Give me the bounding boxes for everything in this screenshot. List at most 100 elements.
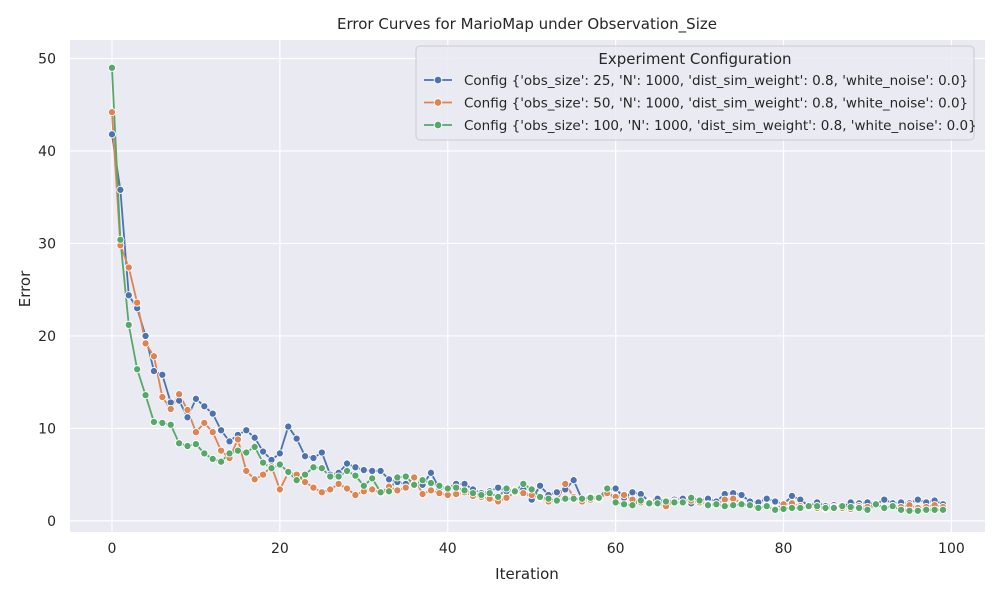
data-point — [342, 459, 352, 468]
data-point — [376, 488, 385, 497]
data-point — [712, 500, 721, 509]
data-point — [217, 426, 226, 435]
data-point — [342, 466, 352, 476]
data-point — [913, 506, 922, 515]
data-point — [351, 471, 360, 480]
data-point — [300, 470, 310, 479]
data-point — [880, 503, 889, 513]
series-markers-2 — [107, 63, 948, 515]
x-tick-labels: 0 20 40 60 80 100 — [108, 541, 965, 557]
x-axis-label: Iteration — [495, 565, 559, 583]
series-line-2 — [111, 67, 944, 512]
data-point — [544, 494, 553, 503]
data-point — [410, 480, 419, 489]
y-tick-label: 40 — [38, 144, 56, 160]
data-point — [334, 472, 343, 481]
data-point — [536, 492, 545, 501]
data-point — [242, 426, 251, 435]
data-point — [435, 489, 444, 498]
data-point — [418, 490, 427, 499]
data-point — [888, 502, 897, 511]
series-lines — [111, 67, 944, 512]
data-point — [191, 428, 200, 437]
data-point — [309, 463, 318, 472]
data-point — [552, 496, 561, 505]
data-point — [930, 505, 939, 514]
data-point — [225, 449, 234, 458]
data-point — [376, 466, 385, 476]
data-point — [200, 418, 209, 427]
legend: Experiment Configuration Config {'obs_si… — [415, 45, 977, 141]
data-point — [233, 446, 242, 455]
legend-swatch-marker — [433, 120, 443, 130]
data-point — [653, 499, 662, 508]
data-point — [611, 484, 620, 493]
data-point — [166, 420, 175, 429]
data-point — [452, 483, 461, 492]
data-point — [250, 442, 259, 451]
legend-entry-2: Config {'obs_size': 100, 'N': 1000, 'dis… — [424, 118, 977, 134]
data-point — [166, 404, 175, 414]
data-point — [183, 441, 192, 451]
data-point — [300, 452, 310, 461]
data-point — [863, 505, 872, 514]
data-point — [468, 489, 477, 498]
data-point — [149, 417, 158, 427]
data-point — [477, 490, 486, 500]
data-point — [821, 503, 830, 513]
data-point — [275, 485, 284, 494]
data-point — [905, 506, 914, 515]
data-point — [494, 492, 503, 501]
data-point — [259, 470, 268, 479]
data-point — [368, 466, 377, 476]
legend-swatch-marker — [433, 98, 443, 107]
data-point — [124, 291, 133, 300]
data-point — [217, 457, 226, 466]
y-tick-label: 10 — [38, 421, 56, 437]
data-point — [745, 501, 755, 510]
y-tick-labels: 0 10 20 30 40 50 — [38, 51, 56, 529]
data-point — [208, 454, 217, 463]
data-point — [779, 504, 788, 513]
data-point — [250, 475, 259, 484]
data-point — [384, 475, 394, 484]
data-point — [208, 428, 217, 437]
data-point — [259, 447, 268, 456]
series-markers — [107, 63, 948, 515]
data-point — [720, 502, 729, 511]
data-point — [536, 481, 545, 490]
data-point — [359, 481, 368, 490]
legend-label: Config {'obs_size': 100, 'N': 1000, 'dis… — [464, 118, 977, 134]
data-point — [107, 63, 117, 72]
data-point — [561, 494, 570, 503]
data-point — [846, 502, 855, 512]
data-point — [250, 433, 259, 442]
data-point — [368, 474, 377, 483]
data-point — [426, 468, 436, 477]
data-point — [703, 501, 713, 510]
data-point — [233, 435, 242, 444]
data-point — [292, 434, 301, 443]
data-point — [796, 503, 805, 513]
data-point — [200, 449, 209, 458]
data-point — [897, 505, 906, 514]
data-point — [619, 490, 629, 500]
data-point — [787, 491, 796, 500]
data-point — [754, 503, 763, 513]
data-point — [502, 484, 511, 493]
data-point — [838, 502, 847, 511]
data-point — [519, 489, 528, 498]
data-point — [116, 235, 125, 244]
y-tick-label: 50 — [38, 51, 56, 67]
data-point — [771, 497, 780, 506]
data-point — [259, 458, 268, 467]
data-point — [443, 484, 452, 493]
data-point — [410, 473, 419, 482]
data-point — [460, 486, 469, 495]
data-point — [183, 413, 192, 422]
data-point — [762, 502, 771, 511]
data-point — [695, 496, 704, 505]
data-point — [217, 446, 226, 455]
data-point — [401, 472, 410, 481]
